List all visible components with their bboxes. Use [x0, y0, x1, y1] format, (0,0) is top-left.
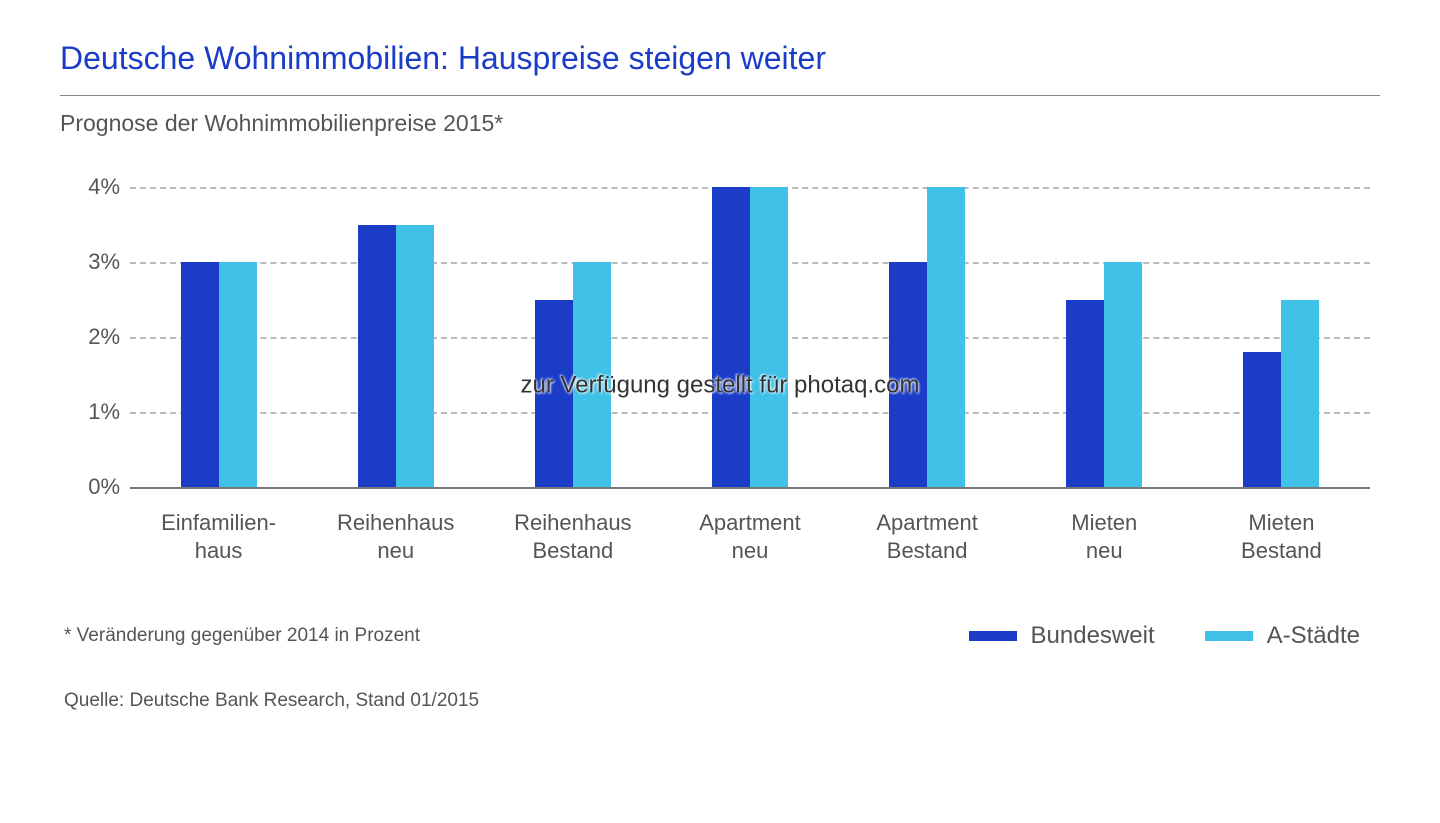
x-axis-labels: Einfamilien- hausReihenhaus neuReihenhau… — [130, 497, 1370, 567]
legend-label: A-Städte — [1267, 622, 1360, 650]
y-tick-label: 0% — [70, 474, 120, 500]
bar — [1066, 300, 1104, 488]
y-tick-label: 1% — [70, 399, 120, 425]
legend-swatch — [1205, 631, 1253, 641]
source-text: Quelle: Deutsche Bank Research, Stand 01… — [60, 690, 1380, 712]
x-tick-label: Mieten Bestand — [1193, 497, 1370, 567]
bars-container — [130, 187, 1370, 487]
category-group — [484, 187, 661, 487]
bar — [1243, 352, 1281, 487]
bar — [396, 225, 434, 488]
bar — [181, 262, 219, 487]
bar — [358, 225, 396, 488]
category-group — [307, 187, 484, 487]
category-group — [661, 187, 838, 487]
legend-item: Bundesweit — [969, 622, 1155, 650]
category-group — [839, 187, 1016, 487]
bar — [927, 187, 965, 487]
legend: Bundesweit A-Städte — [969, 622, 1360, 650]
x-tick-label: Reihenhaus neu — [307, 497, 484, 567]
bar — [1104, 262, 1142, 487]
y-tick-label: 3% — [70, 249, 120, 275]
chart-title: Deutsche Wohnimmobilien: Hauspreise stei… — [60, 40, 1380, 77]
bar — [573, 262, 611, 487]
category-group — [130, 187, 307, 487]
legend-row: * Veränderung gegenüber 2014 in Prozent … — [60, 622, 1380, 650]
y-tick-label: 4% — [70, 174, 120, 200]
chart-area: 0%1%2%3%4% Einfamilien- hausReihenhaus n… — [70, 187, 1370, 567]
x-tick-label: Reihenhaus Bestand — [484, 497, 661, 567]
bar — [750, 187, 788, 487]
title-divider — [60, 95, 1380, 96]
x-tick-label: Mieten neu — [1016, 497, 1193, 567]
x-tick-label: Apartment neu — [661, 497, 838, 567]
plot-area: 0%1%2%3%4% — [130, 187, 1370, 487]
legend-item: A-Städte — [1205, 622, 1360, 650]
category-group — [1016, 187, 1193, 487]
axis-baseline — [130, 487, 1370, 489]
bar — [712, 187, 750, 487]
chart-subtitle: Prognose der Wohnimmobilienpreise 2015* — [60, 110, 1380, 137]
bar — [1281, 300, 1319, 488]
bar — [889, 262, 927, 487]
bar — [535, 300, 573, 488]
legend-label: Bundesweit — [1031, 622, 1155, 650]
category-group — [1193, 187, 1370, 487]
bar — [219, 262, 257, 487]
footnote: * Veränderung gegenüber 2014 in Prozent — [64, 625, 420, 647]
x-tick-label: Apartment Bestand — [839, 497, 1016, 567]
y-tick-label: 2% — [70, 324, 120, 350]
legend-swatch — [969, 631, 1017, 641]
x-tick-label: Einfamilien- haus — [130, 497, 307, 567]
